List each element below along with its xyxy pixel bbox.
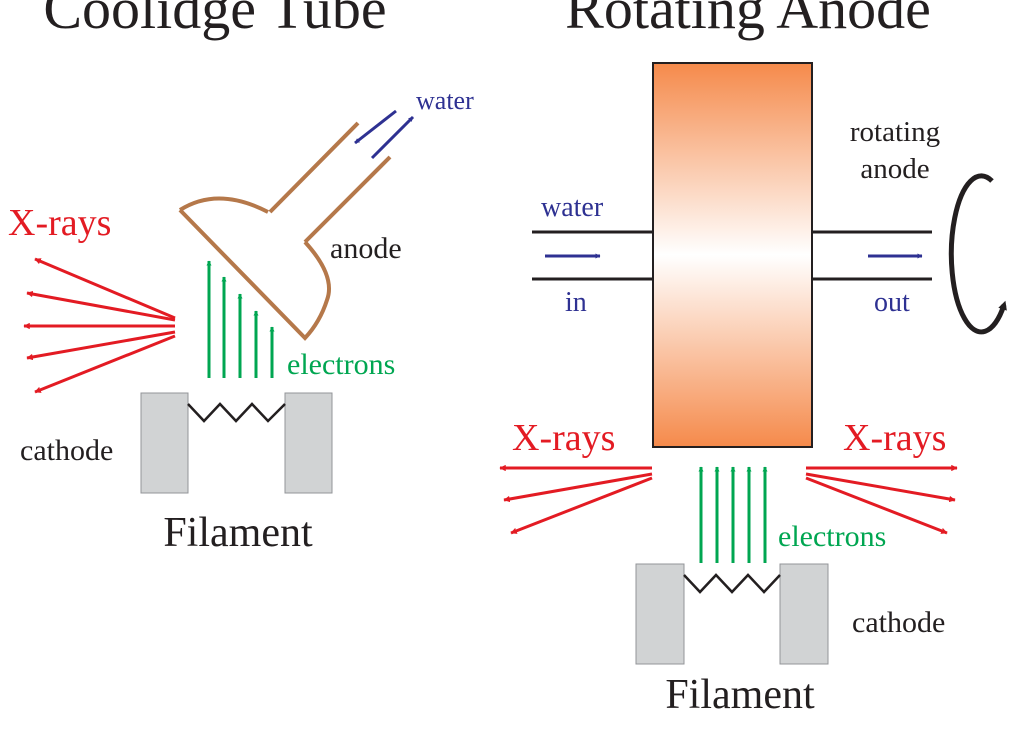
arrow-icon bbox=[26, 330, 176, 361]
arrow-icon bbox=[34, 257, 176, 320]
rotating-water-label: water bbox=[541, 192, 604, 223]
rotating-anode-label-line1: rotating bbox=[850, 116, 940, 148]
coolidge-cathode-label: cathode bbox=[20, 434, 113, 467]
rotating-cathode-left-block bbox=[635, 563, 685, 665]
arrow-icon bbox=[805, 472, 956, 503]
arrow-icon bbox=[510, 476, 653, 535]
rotating-xrays-right-label: X-rays bbox=[843, 417, 946, 459]
rotating-xray-arrows-right bbox=[805, 464, 958, 535]
coolidge-water-arrows bbox=[354, 109, 415, 160]
arrow-icon bbox=[805, 476, 948, 535]
arrow-icon bbox=[370, 115, 415, 160]
rotating-cathode-right-block bbox=[779, 563, 829, 665]
filament-zigzag-icon bbox=[187, 402, 286, 423]
coolidge-title: Coolidge Tube bbox=[43, 0, 386, 41]
coolidge-cathode-right-block bbox=[284, 392, 333, 494]
rotating-electron-arrows bbox=[698, 466, 768, 563]
rotating-title: Rotating Anode bbox=[565, 0, 931, 41]
rotating-out-label: out bbox=[874, 287, 910, 318]
rotating-cathode-label: cathode bbox=[852, 606, 945, 639]
rotating-anode-label-line2: anode bbox=[860, 153, 929, 185]
coolidge-anode bbox=[178, 196, 332, 341]
coolidge-anode-label: anode bbox=[330, 232, 402, 265]
rotating-filament-label: Filament bbox=[665, 672, 815, 718]
arrow-icon bbox=[354, 109, 397, 145]
rotating-xray-arrows-left bbox=[499, 464, 653, 535]
filament-zigzag-icon bbox=[683, 573, 781, 594]
rotating-anode-panel: Rotating Anode water in out rotating ano… bbox=[499, 0, 1007, 718]
arrow-icon bbox=[26, 290, 176, 322]
coolidge-tube-panel: Coolidge Tube water anode X-rays bbox=[8, 0, 474, 556]
rotating-in-label: in bbox=[565, 287, 587, 318]
arrow-icon bbox=[34, 334, 176, 394]
rotating-xrays-left-label: X-rays bbox=[512, 417, 615, 459]
rotation-arrow-icon bbox=[948, 173, 1007, 335]
coolidge-water-label: water bbox=[416, 86, 474, 115]
coolidge-water-pipe bbox=[268, 121, 392, 244]
coolidge-cathode-left-block bbox=[140, 392, 189, 494]
rotating-anode-cylinder bbox=[652, 62, 813, 448]
rotating-electrons-label: electrons bbox=[778, 520, 886, 553]
coolidge-xray-arrows bbox=[23, 257, 176, 394]
coolidge-electron-arrows bbox=[206, 260, 275, 378]
rotating-water-pipes bbox=[532, 230, 932, 281]
arrow-icon bbox=[503, 472, 653, 503]
coolidge-electrons-label: electrons bbox=[287, 348, 395, 381]
coolidge-filament-label: Filament bbox=[163, 510, 313, 556]
coolidge-xrays-label: X-rays bbox=[8, 202, 111, 244]
